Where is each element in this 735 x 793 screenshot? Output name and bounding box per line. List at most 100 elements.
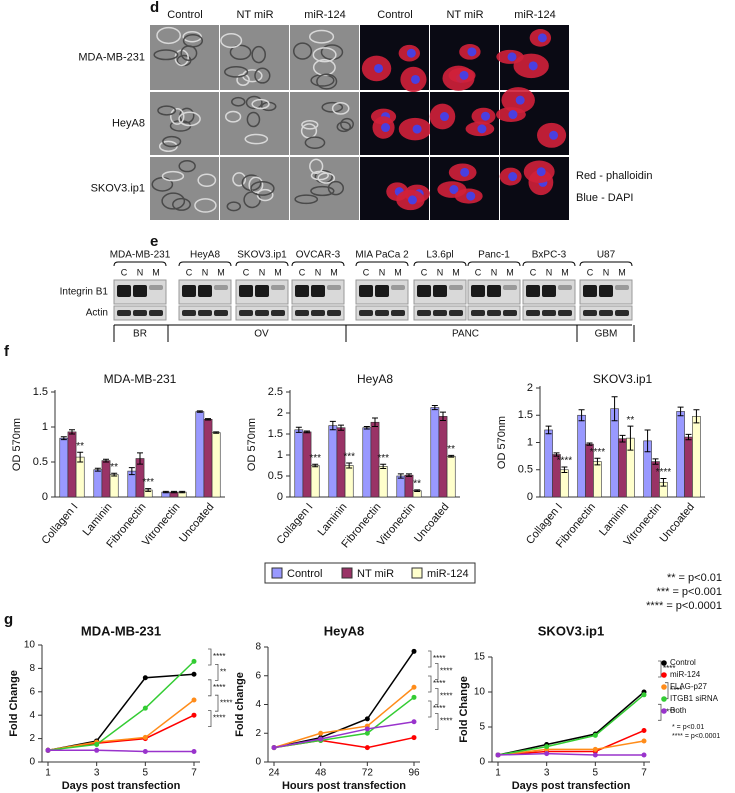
cell-line-label: OVCAR-3 bbox=[296, 250, 341, 261]
point bbox=[592, 732, 598, 738]
cell-line-label: MIA PaCa 2 bbox=[355, 250, 409, 261]
error-bar bbox=[213, 431, 220, 434]
point bbox=[318, 730, 324, 736]
x-axis-label: Hours post transfection bbox=[282, 780, 406, 792]
significance: **** bbox=[663, 664, 675, 673]
bar bbox=[93, 469, 103, 498]
significance: **** bbox=[433, 679, 445, 688]
row-label: SKOV3.ip1 bbox=[91, 182, 145, 194]
band bbox=[558, 285, 572, 290]
micrograph bbox=[220, 157, 289, 220]
band bbox=[487, 285, 501, 297]
bracket bbox=[208, 710, 212, 727]
significance-key: **** = p<0.0001 bbox=[646, 600, 722, 612]
band-label: Actin bbox=[86, 308, 108, 319]
lane-label: N bbox=[379, 267, 386, 277]
x-tick-label: Uncoated bbox=[412, 501, 451, 545]
nucleus bbox=[439, 112, 449, 122]
error-bar bbox=[329, 420, 336, 431]
tissue-label: GBM bbox=[595, 329, 618, 340]
x-tick-label: Collagen I bbox=[274, 501, 315, 547]
bar bbox=[101, 460, 111, 498]
band bbox=[542, 285, 556, 297]
lane-label: N bbox=[546, 267, 553, 277]
column-header: miR-124 bbox=[514, 9, 556, 21]
significance: ** bbox=[76, 441, 84, 452]
y-tick-label: 10 bbox=[24, 640, 36, 651]
line bbox=[497, 752, 644, 756]
cell bbox=[224, 66, 249, 78]
bar bbox=[302, 431, 312, 498]
point bbox=[411, 648, 417, 654]
nucleus bbox=[536, 167, 546, 177]
legend-label: ITGB1 siRNA bbox=[670, 694, 719, 703]
x-tick-label: 24 bbox=[268, 768, 280, 779]
band bbox=[417, 310, 431, 316]
nucleus bbox=[459, 70, 469, 80]
lane-label: C bbox=[299, 267, 306, 277]
x-tick-label: 48 bbox=[315, 768, 327, 779]
cell bbox=[312, 47, 337, 63]
error-bar bbox=[586, 442, 593, 446]
cell bbox=[172, 197, 191, 211]
error-bar bbox=[137, 452, 143, 465]
legend-swatch bbox=[271, 567, 283, 579]
bar bbox=[203, 418, 213, 498]
bar bbox=[75, 456, 85, 498]
point bbox=[411, 684, 417, 690]
error-bar bbox=[103, 458, 109, 463]
error-bar bbox=[162, 490, 169, 494]
tissue-label: PANC bbox=[452, 329, 479, 340]
point bbox=[191, 658, 197, 664]
nucleus bbox=[449, 185, 459, 195]
band bbox=[239, 285, 253, 297]
cell bbox=[309, 158, 324, 175]
lane-label: M bbox=[394, 267, 402, 277]
significance: **** bbox=[440, 692, 452, 701]
y-axis-label: OD 570nm bbox=[246, 418, 258, 471]
bar bbox=[378, 466, 388, 498]
lane-label: C bbox=[475, 267, 482, 277]
y-tick-label: 4 bbox=[255, 699, 261, 710]
band bbox=[271, 285, 285, 290]
bar bbox=[195, 411, 205, 498]
band bbox=[359, 310, 373, 316]
y-tick-label: 0.5 bbox=[33, 456, 48, 468]
cell-line-label: MDA-MB-231 bbox=[110, 250, 171, 261]
band bbox=[311, 285, 325, 297]
point bbox=[142, 705, 148, 711]
y-axis-label: OD 570nm bbox=[11, 418, 23, 471]
error-bar bbox=[627, 425, 634, 451]
nucleus bbox=[515, 95, 525, 105]
x-tick-label: Uncoated bbox=[177, 501, 216, 545]
error-bar bbox=[611, 396, 618, 422]
y-tick-label: 10 bbox=[474, 687, 486, 698]
bracket bbox=[235, 261, 289, 267]
bracket bbox=[113, 261, 167, 267]
significance: **** bbox=[557, 456, 573, 467]
x-tick-label: 96 bbox=[408, 768, 420, 779]
y-tick-label: 15 bbox=[474, 652, 486, 663]
point bbox=[411, 694, 417, 700]
column-header: NT miR bbox=[236, 9, 273, 21]
error-bar bbox=[77, 451, 84, 463]
error-bar bbox=[128, 467, 135, 476]
point bbox=[592, 746, 598, 752]
cell bbox=[327, 180, 345, 196]
y-tick-label: 0.5 bbox=[268, 470, 283, 482]
lane-label: M bbox=[274, 267, 282, 277]
y-tick-label: 8 bbox=[29, 663, 35, 674]
lane-label: C bbox=[186, 267, 193, 277]
row-label: HeyA8 bbox=[112, 117, 145, 129]
error-bar bbox=[660, 477, 667, 487]
nucleus bbox=[467, 47, 477, 57]
cell-line-label: HeyA8 bbox=[190, 250, 220, 261]
bar bbox=[67, 431, 77, 498]
cell-line-label: U87 bbox=[597, 250, 616, 261]
error-bar bbox=[346, 462, 353, 469]
error-bar bbox=[372, 417, 378, 427]
bracket bbox=[208, 679, 212, 697]
y-tick-label: 4 bbox=[29, 710, 35, 721]
legend-label: Both bbox=[670, 706, 686, 715]
